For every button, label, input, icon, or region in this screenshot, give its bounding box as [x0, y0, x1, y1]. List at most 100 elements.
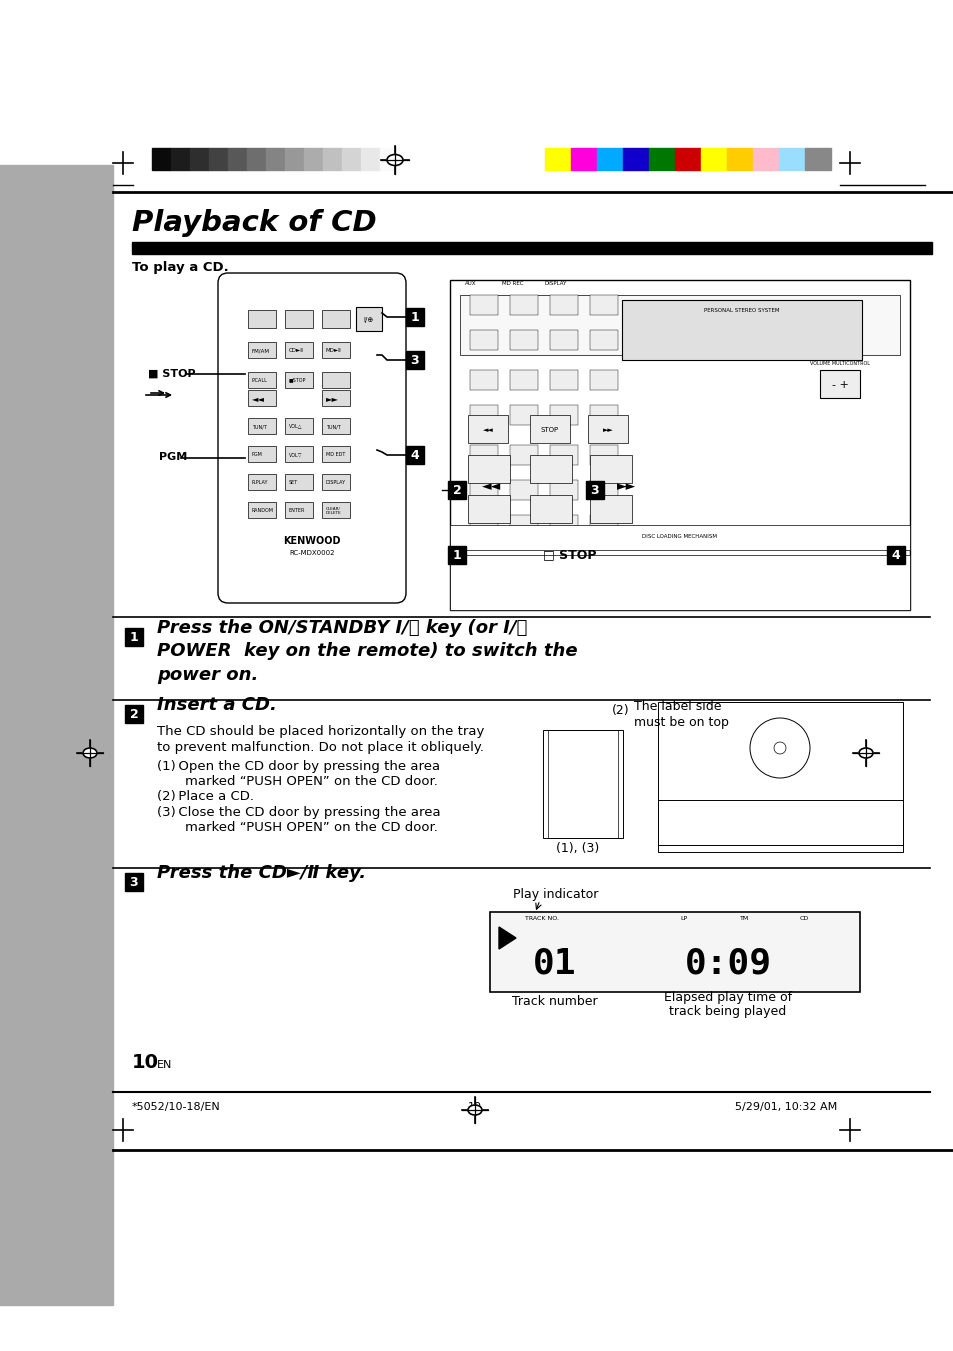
- Text: ■STOP: ■STOP: [289, 377, 306, 382]
- Text: DISC LOADING MECHANISM: DISC LOADING MECHANISM: [641, 534, 717, 539]
- Bar: [571, 149, 597, 170]
- Text: 5/29/01, 10:32 AM: 5/29/01, 10:32 AM: [734, 1102, 837, 1112]
- Text: (2) Place a CD.: (2) Place a CD.: [157, 790, 253, 802]
- Text: Press the CD►/Ⅱ key.: Press the CD►/Ⅱ key.: [157, 865, 366, 882]
- Bar: [125, 628, 143, 646]
- Bar: [406, 351, 423, 369]
- Bar: [355, 307, 381, 331]
- Text: 1: 1: [410, 311, 419, 324]
- Bar: [450, 555, 909, 611]
- Text: TUN/T: TUN/T: [326, 424, 340, 430]
- Bar: [658, 703, 902, 852]
- Bar: [589, 405, 618, 426]
- Text: (2): (2): [612, 704, 629, 717]
- Bar: [804, 149, 830, 170]
- Bar: [597, 149, 622, 170]
- Bar: [322, 372, 350, 388]
- Bar: [323, 149, 341, 170]
- Text: ◄◄: ◄◄: [482, 427, 493, 434]
- Text: 10: 10: [132, 1052, 159, 1071]
- Text: 10: 10: [468, 1102, 481, 1112]
- Bar: [209, 149, 228, 170]
- Text: R.PLAY: R.PLAY: [252, 481, 268, 485]
- Bar: [322, 446, 350, 462]
- Text: KENWOOD: KENWOOD: [283, 536, 340, 546]
- Text: 3: 3: [590, 484, 598, 497]
- Bar: [285, 446, 313, 462]
- Bar: [589, 330, 618, 350]
- Bar: [510, 480, 537, 500]
- Bar: [448, 481, 465, 499]
- Bar: [152, 149, 171, 170]
- Bar: [589, 455, 631, 484]
- Text: MD REC: MD REC: [501, 281, 523, 286]
- Bar: [190, 149, 209, 170]
- Bar: [510, 330, 537, 350]
- Text: VOL△: VOL△: [289, 423, 302, 428]
- Ellipse shape: [387, 154, 402, 166]
- Text: 4: 4: [410, 449, 419, 462]
- Bar: [589, 480, 618, 500]
- Ellipse shape: [858, 748, 872, 758]
- Bar: [406, 446, 423, 463]
- Text: 2: 2: [130, 708, 138, 721]
- Bar: [510, 405, 537, 426]
- Bar: [450, 526, 909, 550]
- Text: The CD should be placed horizontally on the tray: The CD should be placed horizontally on …: [157, 725, 484, 738]
- Text: marked “PUSH OPEN” on the CD door.: marked “PUSH OPEN” on the CD door.: [168, 821, 437, 834]
- Text: Play indicator: Play indicator: [513, 888, 598, 901]
- Text: ◄◄: ◄◄: [252, 394, 265, 404]
- Ellipse shape: [468, 1105, 481, 1115]
- Text: The label side: The label side: [634, 700, 720, 713]
- Bar: [322, 503, 350, 517]
- Bar: [285, 149, 304, 170]
- Bar: [322, 417, 350, 434]
- Text: ►►: ►►: [326, 394, 338, 404]
- Text: marked “PUSH OPEN” on the CD door.: marked “PUSH OPEN” on the CD door.: [168, 775, 437, 788]
- Bar: [468, 494, 510, 523]
- Text: TRACK NO.: TRACK NO.: [524, 916, 558, 921]
- Bar: [228, 149, 247, 170]
- Text: CD►Ⅱ: CD►Ⅱ: [289, 349, 304, 354]
- Bar: [589, 295, 618, 315]
- Text: to prevent malfunction. Do not place it obliquely.: to prevent malfunction. Do not place it …: [157, 740, 483, 754]
- Bar: [285, 503, 313, 517]
- Bar: [550, 370, 578, 390]
- Bar: [648, 149, 675, 170]
- Bar: [322, 309, 350, 328]
- Bar: [530, 415, 569, 443]
- Bar: [886, 546, 904, 563]
- Bar: [248, 390, 275, 407]
- Text: 0:09: 0:09: [684, 947, 771, 981]
- Bar: [470, 405, 497, 426]
- Text: 3: 3: [130, 875, 138, 889]
- Bar: [468, 455, 510, 484]
- Bar: [675, 149, 700, 170]
- Text: EN: EN: [157, 1061, 172, 1070]
- Text: Track number: Track number: [512, 994, 598, 1008]
- Text: P.CALL: P.CALL: [252, 378, 268, 384]
- Text: ENTER: ENTER: [289, 508, 305, 513]
- Bar: [470, 330, 497, 350]
- Bar: [550, 515, 578, 535]
- Bar: [285, 417, 313, 434]
- Bar: [406, 308, 423, 326]
- Bar: [589, 444, 618, 465]
- Text: ◄◄: ◄◄: [481, 480, 500, 493]
- Bar: [322, 390, 350, 407]
- Text: POWER  key on the remote) to switch the: POWER key on the remote) to switch the: [157, 642, 577, 661]
- Ellipse shape: [83, 748, 97, 758]
- Bar: [304, 149, 323, 170]
- Text: ►►: ►►: [617, 480, 636, 493]
- Bar: [448, 546, 465, 563]
- Bar: [752, 149, 779, 170]
- Text: ►►: ►►: [602, 427, 613, 434]
- Bar: [544, 149, 571, 170]
- Bar: [470, 370, 497, 390]
- Text: 1: 1: [452, 549, 461, 562]
- Bar: [285, 474, 313, 490]
- Bar: [125, 873, 143, 892]
- Bar: [700, 149, 726, 170]
- Bar: [379, 149, 398, 170]
- Text: I/⊕: I/⊕: [363, 317, 374, 323]
